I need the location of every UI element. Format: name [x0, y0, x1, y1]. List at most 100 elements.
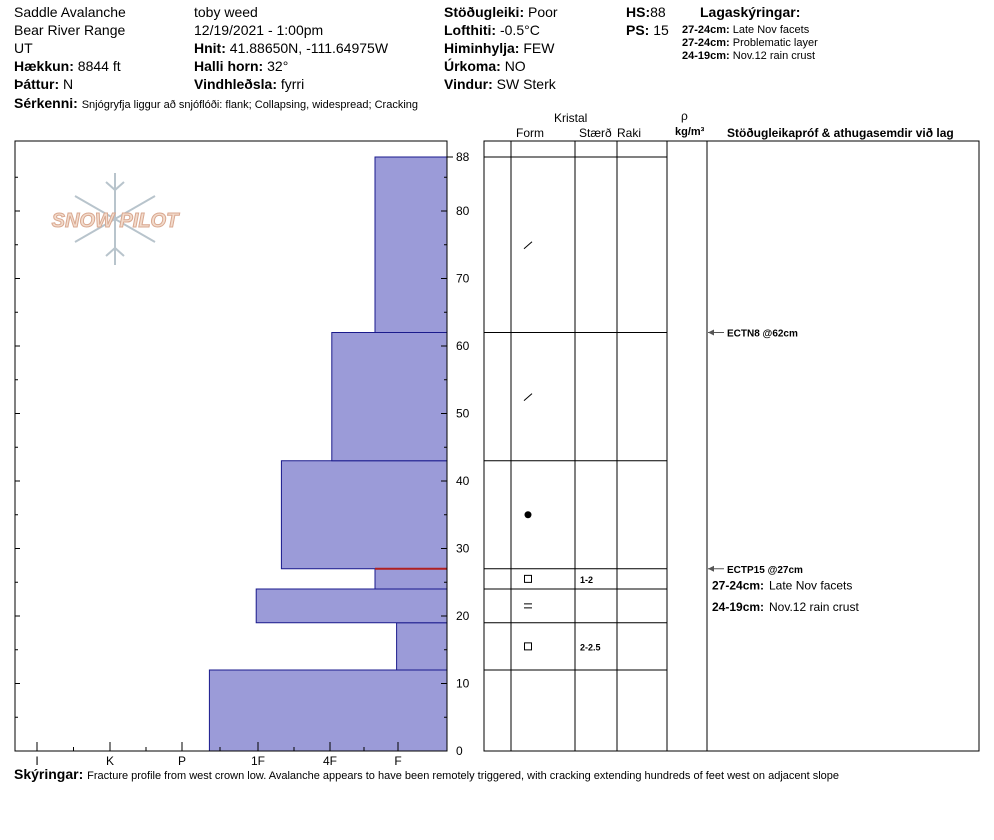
y-tick-label: 50 — [456, 407, 470, 421]
coordinates: Hnit: 41.88650N, -111.64975W — [194, 40, 388, 56]
date-time: 12/19/2021 - 1:00pm — [194, 22, 324, 38]
wind-loading-value: fyrri — [280, 76, 305, 92]
precipitation: Úrkoma: NO — [444, 58, 526, 74]
layer-note: 24-19cm: Nov.12 rain crust — [682, 50, 815, 63]
x-tick-label: 1F — [251, 754, 265, 768]
layer-note-range: 27-24cm: — [682, 37, 730, 49]
y-tick-label: 70 — [456, 272, 470, 286]
sky-cover: Himinhylja: FEW — [444, 40, 554, 56]
density-symbol: ρ — [681, 109, 688, 123]
layer-note-text: Nov.12 rain crust — [732, 50, 816, 62]
ps-value: 15 — [653, 22, 669, 38]
snow-pilot-logo: SNOW PILOT — [51, 173, 181, 265]
layer-note: 27-24cm: Problematic layer — [682, 37, 818, 50]
slope-angle: Halli horn: 32° — [194, 58, 288, 74]
y-tick-label: 20 — [456, 609, 470, 623]
test-arrow-head — [708, 329, 714, 336]
precip-label: Úrkoma: — [444, 58, 501, 74]
features-label: Sérkenni: — [14, 95, 78, 111]
snow-height: HS:88 — [626, 4, 666, 20]
snowflake-icon — [74, 173, 156, 265]
stability-label: Stöðugleiki: — [444, 4, 525, 20]
density-unit: kg/m³ — [675, 126, 705, 138]
observer: toby weed — [194, 4, 258, 20]
crystal-size-label: 1-2 — [580, 575, 593, 585]
ps-label: PS: — [626, 22, 650, 38]
test-arrow-head — [708, 565, 714, 572]
hardness-bar — [280, 460, 448, 570]
layers-title: Lagaskýringar: — [700, 4, 801, 20]
layer-note-text: Problematic layer — [732, 37, 818, 49]
aspect-label: Þáttur: — [14, 76, 60, 92]
comments-label: Skýringar: — [14, 766, 84, 782]
features-value: Snjógryfja liggur að snjóflóði: flank; C… — [81, 99, 418, 111]
layer-note-range: 24-19cm: — [682, 50, 730, 62]
layer-comment-range: 27-24cm: — [712, 579, 764, 593]
crystal-form-symbol — [524, 574, 532, 583]
layer-comment-text: Late Nov facets — [769, 579, 852, 593]
logo-text: SNOW PILOT — [52, 210, 180, 232]
crystal-form-symbol — [524, 642, 532, 651]
sky-value: FEW — [523, 40, 555, 56]
crystal-form-symbol — [523, 241, 533, 250]
x-tick-label: 4F — [323, 754, 337, 768]
elevation: Hækkun: 8844 ft — [14, 58, 121, 74]
y-tick-label: 40 — [456, 474, 470, 488]
wind-loading-label: Vindhleðsla: — [194, 76, 277, 92]
y-tick-label: 80 — [456, 204, 470, 218]
wind-loading: Vindhleðsla: fyrri — [194, 76, 304, 92]
hardness-bar — [331, 332, 448, 462]
hs-value: 88 — [650, 4, 666, 20]
form-header: Form — [516, 126, 544, 140]
hardness-bar — [374, 568, 448, 590]
aspect: Þáttur: N — [14, 76, 73, 92]
crystal-size-label: 2-2.5 — [580, 642, 601, 652]
stability-value: Poor — [528, 4, 558, 20]
elevation-label: Hækkun: — [14, 58, 74, 74]
layer-note-range: 27-24cm: — [682, 24, 730, 36]
comments-text: Fracture profile from west crown low. Av… — [87, 770, 840, 782]
layer-note: 27-24cm: Late Nov facets — [682, 24, 809, 37]
slope-label: Halli horn: — [194, 58, 264, 74]
pit-depth: PS: 15 — [626, 22, 669, 38]
hardness-bar — [255, 588, 448, 624]
hardness-plot-frame — [14, 140, 448, 752]
y-tick-label: 0 — [456, 744, 463, 758]
x-tick-label: K — [106, 754, 114, 768]
size-header: Stærð — [579, 126, 612, 140]
layers-panel-frame — [483, 140, 980, 752]
sky-label: Himinhylja: — [444, 40, 520, 56]
stability: Stöðugleiki: Poor — [444, 4, 558, 20]
wind-label: Vindur: — [444, 76, 493, 92]
y-tick-label: 10 — [456, 677, 470, 691]
x-tick-label: P — [178, 754, 186, 768]
stability-test-label: ECTN8 @62cm — [727, 329, 798, 340]
hardness-bar — [396, 622, 448, 671]
slope-value: 32° — [267, 58, 289, 74]
coords-label: Hnit: — [194, 40, 226, 56]
layer-comment-range: 24-19cm: — [712, 600, 764, 614]
air-temp-label: Lofthiti: — [444, 22, 497, 38]
aspect-value: N — [63, 76, 74, 92]
wind-value: SW Sterk — [496, 76, 556, 92]
crystal-form-symbol — [524, 511, 532, 519]
state: UT — [14, 40, 33, 56]
stability-tests-header: Stöðugleikapróf & athugasemdir við lag — [727, 126, 954, 140]
x-tick-label: I — [35, 754, 38, 768]
hs-label: HS: — [626, 4, 651, 20]
hardness-bar — [208, 669, 448, 752]
location-name: Saddle Avalanche — [14, 4, 126, 20]
y-tick-label: 60 — [456, 339, 470, 353]
hardness-bar — [374, 156, 448, 333]
layer-note-text: Late Nov facets — [732, 24, 810, 36]
precip-value: NO — [504, 58, 526, 74]
comments: Skýringar: Fracture profile from west cr… — [14, 766, 839, 784]
elevation-value: 8844 ft — [77, 58, 121, 74]
layer-comment-text: Nov.12 rain crust — [769, 600, 859, 614]
y-tick-label: 88 — [456, 150, 470, 164]
moisture-header: Raki — [617, 126, 642, 140]
features: Sérkenni: Snjógryfja liggur að snjóflóði… — [14, 95, 418, 113]
crystal-header: Kristal — [554, 111, 588, 125]
wind: Vindur: SW Sterk — [444, 76, 556, 92]
